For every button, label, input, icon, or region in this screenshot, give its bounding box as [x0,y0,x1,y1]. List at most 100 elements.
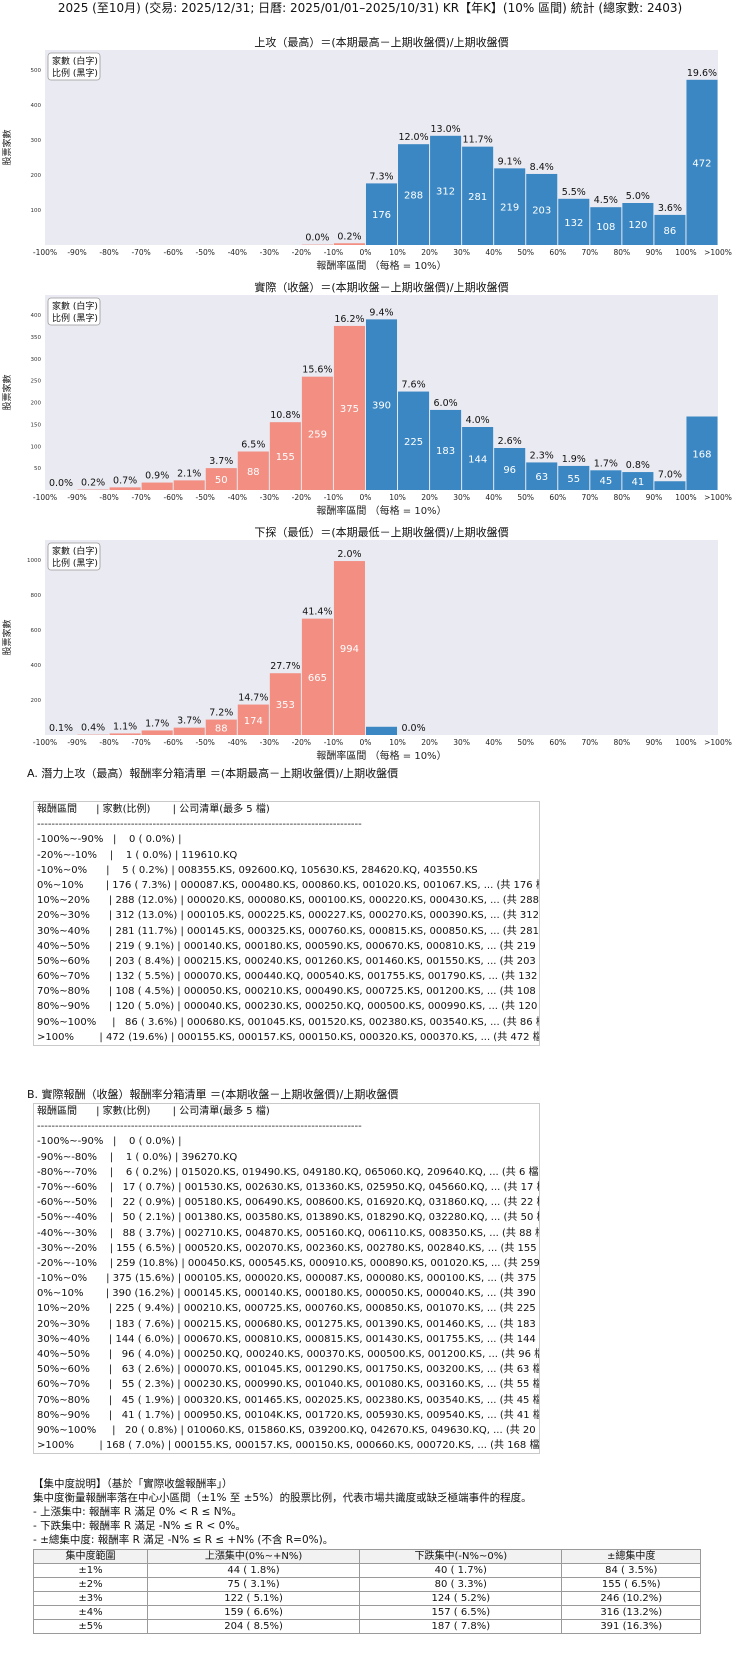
table-cell: 159 ( 6.6%) [146,1605,361,1620]
table-header-cell: ±總集中度 [561,1549,701,1564]
x-tick-label: 10% [389,493,406,502]
bar [205,468,237,490]
x-tick-label: -50% [196,493,215,502]
bar-count-label: 203 [532,205,551,216]
bar [109,733,141,735]
bar-count-label: 45 [599,476,612,487]
bar [558,198,590,245]
bar [109,487,141,490]
x-tick-label: -100% [33,248,57,257]
x-tick-label: 70% [581,248,598,257]
x-tick-label: 60% [549,493,566,502]
y-tick-label: 200 [31,698,42,704]
legend-box [47,542,101,571]
bar-pct-label: 10.8% [270,410,300,421]
x-tick-label: 10% [389,248,406,257]
list-item: 70%~80% | 45 ( 1.9%) | 000320.KS, 001465… [37,1394,539,1406]
bar [558,465,590,490]
bar [398,391,430,490]
x-tick-label: -80% [99,493,118,502]
y-axis-label: 股票家數 [1,374,13,410]
bar-pct-label: 3.6% [658,203,682,214]
list-item: -20%~-10% | 259 (10.8%) | 000450.KS, 000… [37,1257,539,1269]
bar [333,243,365,245]
section-b-title: B. 實際報酬（收盤）報酬率分箱清單 ＝(本期收盤－上期收盤價)/上期收盤價 [27,1088,399,1101]
bar [269,673,301,735]
bar [237,704,269,735]
x-tick-label: 20% [421,493,438,502]
bar-count-label: 259 [308,429,327,440]
list-item: -60%~-50% | 22 ( 0.9%) | 005180.KS, 0064… [37,1197,539,1209]
x-tick-label: 50% [517,248,534,257]
bar-pct-label: 7.2% [209,708,233,719]
list-item: -20%~-10% | 1 ( 0.0%) | 119610.KQ [37,849,238,861]
bar [205,719,237,735]
x-tick-label: 70% [581,493,598,502]
bar-count-label: 375 [340,404,359,415]
bar-count-label: 288 [404,191,423,202]
bar-pct-label: 1.9% [562,454,586,465]
bar [462,146,494,245]
list-item: -100%~-90% | 0 ( 0.0%) | [37,834,182,846]
page-title: 2025 (至10月) (交易: 2025/12/31; 日曆: 2025/01… [57,1,683,15]
x-tick-label: -80% [99,248,118,257]
bar-count-label: 155 [276,452,295,463]
bar-count-label: 665 [308,673,327,684]
table-cell: 124 ( 5.2%) [359,1591,563,1606]
bar-count-label: 174 [244,716,263,727]
bar [301,376,333,490]
x-tick-label: 90% [646,738,663,747]
bar [333,325,365,490]
y-tick-label: 400 [31,313,42,319]
x-tick-label: -70% [131,248,150,257]
chart-downside: 下探（最低）＝(本期最低－上期收盤價)/上期收盤價 200 400 600 800 100… [1,525,732,762]
bar-count-label: 225 [404,437,423,448]
bar-pct-label: 0.2% [337,231,361,242]
chart-title: 上攻（最高）＝(本期最高－上期收盤價)/上期收盤價 [254,35,508,49]
x-tick-label: 90% [646,248,663,257]
bar-count-label: 96 [503,465,516,476]
x-tick-label: 30% [453,738,470,747]
bar-count-label: 88 [247,467,260,478]
concentration-section: 【集中度說明】（基於「實際收盤報酬率」） 集中度衡量報酬率落在中心小區間（±1%… [33,1477,703,1634]
x-tick-label: -80% [99,738,118,747]
bar-count-label: 50 [215,475,228,486]
list-item: 60%~70% | 132 ( 5.5%) | 000070.KS, 00044… [37,971,539,983]
x-tick-label: -60% [163,738,182,747]
table-cell: 75 ( 3.1%) [146,1577,361,1592]
x-tick-label: 40% [485,248,502,257]
bar-pct-label: 6.5% [241,440,265,451]
y-tick-label: 100 [31,208,42,214]
x-tick-label: -90% [67,738,86,747]
table-row: ±4% 159 ( 6.6%) 157 ( 6.5%) 316 (13.2%) [33,1605,701,1620]
bar-pct-label: 2.0% [337,549,361,560]
concentration-bullet: - 下跌集中: 報酬率 R 滿足 -N% ≤ R < 0%。 [33,1520,246,1532]
table-cell: 316 (13.2%) [561,1605,701,1620]
x-tick-label: >100% [704,493,732,502]
x-tick-label: -90% [67,493,86,502]
bar-pct-label: 12.0% [398,132,428,143]
list-item: >100% | 472 (19.6%) | 000155.KS, 000157.… [37,1031,539,1043]
plot-area [45,540,718,735]
x-tick-label: 0% [360,738,372,747]
y-tick-label: 500 [31,68,42,74]
x-tick-label: -40% [228,248,247,257]
bar-pct-label: 11.7% [463,135,493,146]
x-tick-label: 100% [675,248,696,257]
list-item: -100%~-90% | 0 ( 0.0%) | [37,1136,182,1148]
bar-count-label: 353 [276,700,295,711]
x-tick-label: 50% [517,493,534,502]
list-divider: ----------------------------------------… [37,1121,362,1133]
x-tick-label: -100% [33,738,57,747]
bar [686,416,718,490]
bar [269,422,301,490]
x-tick-label: -20% [292,738,311,747]
bar [141,730,173,735]
bar [590,470,622,490]
x-tick-label: 70% [581,738,598,747]
y-tick-label: 800 [31,593,42,599]
bar [237,451,269,490]
y-tick-label: 150 [31,422,42,428]
table-cell: 44 ( 1.8%) [146,1563,361,1578]
legend-entry: 比例 (黑字) [52,67,98,79]
